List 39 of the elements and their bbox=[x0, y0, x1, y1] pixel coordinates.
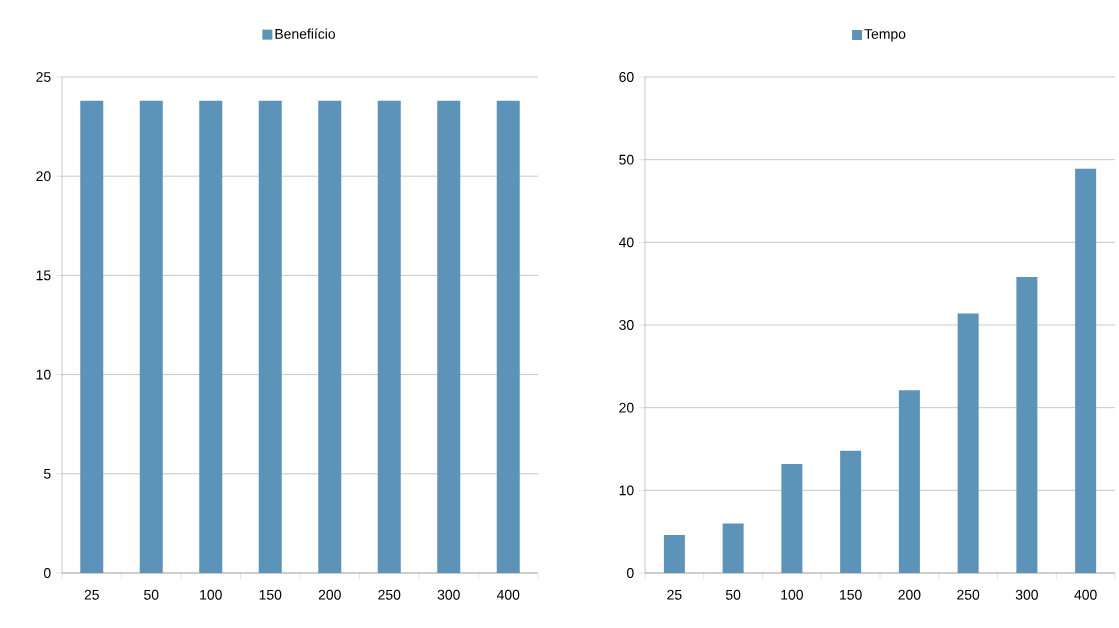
x-tick-label: 25 bbox=[84, 589, 99, 600]
y-tick-label: 20 bbox=[619, 402, 634, 413]
legend-label: Benefiício bbox=[275, 28, 336, 39]
x-tick-label: 400 bbox=[1074, 589, 1097, 600]
x-tick-label: 100 bbox=[200, 589, 222, 600]
y-tick-label: 40 bbox=[618, 237, 634, 248]
bar bbox=[1016, 277, 1038, 573]
bar bbox=[663, 534, 685, 573]
legend-label: Tempo bbox=[864, 29, 906, 42]
x-tick-label: 150 bbox=[840, 589, 862, 600]
x-tick-label: 250 bbox=[378, 589, 401, 600]
x-tick-label: 100 bbox=[781, 589, 803, 600]
bar bbox=[781, 463, 803, 573]
y-tick-label: 5 bbox=[43, 468, 51, 479]
x-tick-label: 200 bbox=[318, 589, 341, 600]
y-tick-label: 0 bbox=[43, 568, 51, 578]
bar bbox=[840, 450, 862, 573]
y-tick-label: 10 bbox=[619, 485, 634, 496]
bar bbox=[1075, 168, 1097, 573]
x-tick-label: 200 bbox=[898, 589, 921, 600]
y-tick-label: 15 bbox=[36, 270, 51, 281]
y-tick-label: 20 bbox=[36, 171, 51, 182]
y-tick-label: 60 bbox=[619, 72, 634, 82]
x-tick-label: 150 bbox=[259, 589, 282, 600]
x-tick-label: 250 bbox=[957, 589, 980, 600]
x-tick-label: 50 bbox=[725, 589, 741, 600]
x-tick-label: 25 bbox=[667, 589, 682, 600]
y-tick-label: 0 bbox=[626, 568, 634, 578]
x-tick-label: 300 bbox=[437, 589, 460, 600]
y-tick-label: 30 bbox=[619, 320, 634, 330]
x-tick-label: 300 bbox=[1015, 589, 1038, 600]
bar bbox=[957, 313, 979, 573]
x-tick-label: 50 bbox=[144, 589, 159, 600]
y-tick-label: 50 bbox=[619, 154, 634, 165]
bar bbox=[898, 390, 920, 573]
y-tick-label: 25 bbox=[36, 72, 51, 82]
x-tick-label: 400 bbox=[496, 589, 520, 600]
y-tick-label: 10 bbox=[36, 369, 51, 380]
bar bbox=[722, 523, 744, 573]
